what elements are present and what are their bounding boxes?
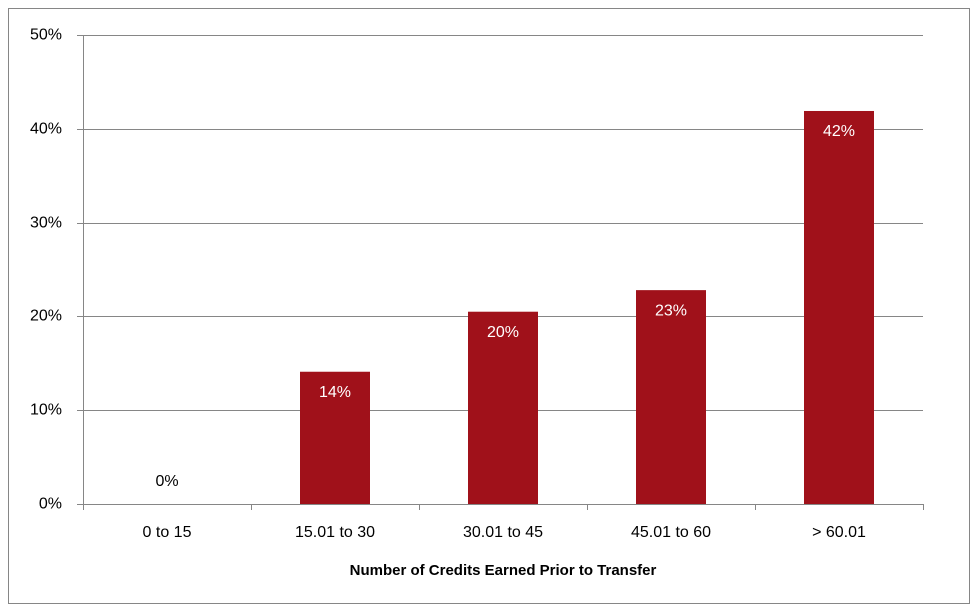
data-label: 23%: [655, 302, 687, 319]
x-tick-label: 30.01 to 45: [463, 524, 543, 541]
data-label: 20%: [487, 324, 519, 341]
y-tick-label: 30%: [30, 215, 62, 232]
bar: [468, 311, 538, 504]
data-label: 42%: [823, 123, 855, 140]
y-tick-label: 10%: [30, 402, 62, 419]
data-label: 0%: [155, 473, 178, 490]
x-tick-label: > 60.01: [812, 524, 866, 541]
y-tick-label: 40%: [30, 121, 62, 138]
x-tick-label: 45.01 to 60: [631, 524, 711, 541]
x-axis-title: Number of Credits Earned Prior to Transf…: [350, 562, 657, 579]
x-tick-label: 0 to 15: [143, 524, 192, 541]
y-tick-label: 50%: [30, 27, 62, 44]
y-tick-label: 0%: [39, 496, 62, 513]
bar: [300, 371, 370, 504]
data-label: 14%: [319, 384, 351, 401]
bar: [636, 290, 706, 504]
x-tick-label: 15.01 to 30: [295, 524, 375, 541]
bar: [804, 110, 874, 504]
y-tick-label: 20%: [30, 308, 62, 325]
